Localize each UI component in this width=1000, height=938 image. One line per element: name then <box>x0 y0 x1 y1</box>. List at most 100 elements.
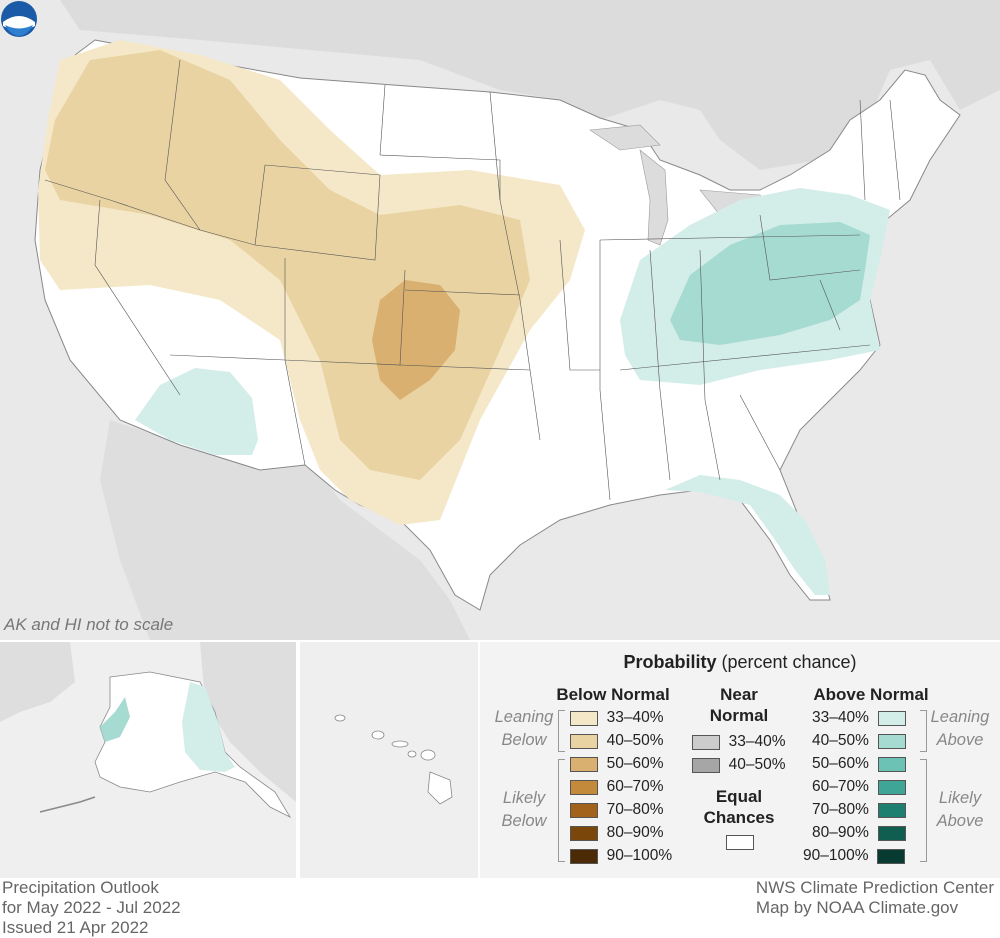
legend-label: 70–80% <box>606 801 664 818</box>
likely-above-label: Likely Above <box>924 787 996 833</box>
mexico-land <box>100 420 470 640</box>
alaska-inset <box>0 642 296 878</box>
leaning-below-line1: Leaning <box>494 708 554 726</box>
legend-swatch <box>877 710 906 726</box>
legend-label: 80–90% <box>812 824 869 841</box>
legend-above-row: 40–50% <box>812 731 906 751</box>
equal-chances-header: Equal Chances <box>694 786 784 828</box>
legend-above-row: 50–60% <box>812 754 906 774</box>
legend-near-row: 33–40% <box>692 732 786 752</box>
above-lean-zone-sw <box>135 368 258 455</box>
legend-title-bold: Probability <box>623 652 717 672</box>
legend-label: 33–40% <box>812 709 869 726</box>
caption-period: for May 2022 - Jul 2022 <box>2 898 181 917</box>
above-normal-header: Above Normal <box>813 685 929 704</box>
credit-caption: NWS Climate Prediction Center Map by NOA… <box>756 878 994 918</box>
legend-title: Probability (percent chance) <box>480 652 1000 673</box>
legend-above-row: 60–70% <box>812 777 906 797</box>
legend-label: 80–90% <box>606 824 664 841</box>
credit-climate-gov: Map by NOAA Climate.gov <box>755 898 959 917</box>
legend-swatch <box>570 825 598 841</box>
leaning-above-line1: Leaning <box>930 708 990 726</box>
alaska-above-lean-west <box>100 697 130 742</box>
leaning-below-line2: Below <box>501 731 547 749</box>
legend-label: 90–100% <box>803 847 869 864</box>
likely-below-bracket <box>558 759 565 862</box>
legend-label: 60–70% <box>812 778 869 795</box>
likely-above-line1: Likely <box>938 789 982 807</box>
legend-above-row: 70–80% <box>812 800 906 820</box>
leaning-below-label: Leaning Below <box>484 706 564 752</box>
leaning-above-label: Leaning Above <box>924 706 996 752</box>
russia-land <box>0 642 75 722</box>
legend-title-rest: (percent chance) <box>721 652 857 672</box>
conus-map-svg <box>34 0 1000 640</box>
likely-below-line2: Below <box>501 812 547 830</box>
legend-label: 40–50% <box>728 756 786 773</box>
leaning-above-line2: Above <box>936 731 984 749</box>
likely-above-bracket <box>920 759 927 862</box>
legend-swatch <box>692 757 720 773</box>
legend-above-row: 90–100% <box>803 846 906 866</box>
conus-map: AK and HI not to scale <box>0 0 1000 640</box>
legend-near-row: 40–50% <box>692 755 786 775</box>
hawaii-islands <box>334 714 453 805</box>
legend-label: 50–60% <box>812 755 869 772</box>
legend-swatch <box>877 825 906 841</box>
equal-header-line2: Chances <box>703 808 775 827</box>
legend-label: 60–70% <box>606 778 664 795</box>
legend-above-row: 80–90% <box>812 823 906 843</box>
legend-swatch <box>570 779 598 795</box>
legend-below-row: 33–40% <box>570 708 664 728</box>
legend-below-row: 50–60% <box>570 754 664 774</box>
alaska-above-lean-east <box>182 682 235 772</box>
likely-below-label: Likely Below <box>484 787 564 833</box>
alaska-map-svg <box>0 642 296 818</box>
legend-swatch <box>877 802 906 818</box>
likely-below-line1: Likely <box>502 789 546 807</box>
legend-swatch <box>877 733 906 749</box>
above-lean-zone-florida <box>665 475 830 595</box>
above-40-50-zone <box>670 222 870 345</box>
legend-below-row: 70–80% <box>570 800 664 820</box>
leaning-above-bracket <box>920 710 927 752</box>
legend-below-row: 90–100% <box>570 846 672 866</box>
near-normal-header: Near Normal <box>694 684 784 726</box>
legend-swatch <box>877 779 906 795</box>
below-50-60-zone <box>372 280 460 400</box>
likely-above-line2: Above <box>936 812 984 830</box>
legend-label: 40–50% <box>812 732 869 749</box>
caption-title: Precipitation Outlook <box>2 878 159 897</box>
canada-land-ak <box>200 642 296 802</box>
equal-header-line1: Equal <box>715 787 763 806</box>
legend-above-row: 33–40% <box>812 708 906 728</box>
state-borders <box>44 59 901 501</box>
aleutian-islands <box>39 796 96 813</box>
legend-swatch <box>570 756 598 772</box>
legend-swatch <box>570 848 598 864</box>
legend-swatch <box>877 848 906 864</box>
canada-land <box>60 0 1000 170</box>
equal-chances-swatch <box>726 835 754 850</box>
legend-swatch <box>877 756 906 772</box>
caption-issued: Issued 21 Apr 2022 <box>2 918 149 937</box>
hawaii-inset <box>300 642 478 878</box>
near-header-line2: Normal <box>709 706 769 725</box>
legend-below-row: 80–90% <box>570 823 664 843</box>
near-header-line1: Near <box>720 685 758 704</box>
scale-note: AK and HI not to scale <box>4 615 174 634</box>
legend-below-row: 60–70% <box>570 777 664 797</box>
legend-label: 50–60% <box>606 755 664 772</box>
legend-label: 33–40% <box>606 709 664 726</box>
legend-swatch <box>570 802 598 818</box>
legend-swatch <box>570 733 598 749</box>
credit-cpc: NWS Climate Prediction Center <box>755 878 994 897</box>
outlook-caption: Precipitation Outlook for May 2022 - Jul… <box>2 878 181 938</box>
leaning-below-bracket <box>558 710 565 752</box>
noaa-logo-icon <box>1 1 37 37</box>
legend-swatch <box>570 710 598 726</box>
legend-swatch <box>692 734 720 750</box>
legend-panel: Probability (percent chance) Below Norma… <box>480 642 1000 878</box>
legend-label: 90–100% <box>606 847 673 864</box>
hawaii-map-svg <box>334 714 453 805</box>
